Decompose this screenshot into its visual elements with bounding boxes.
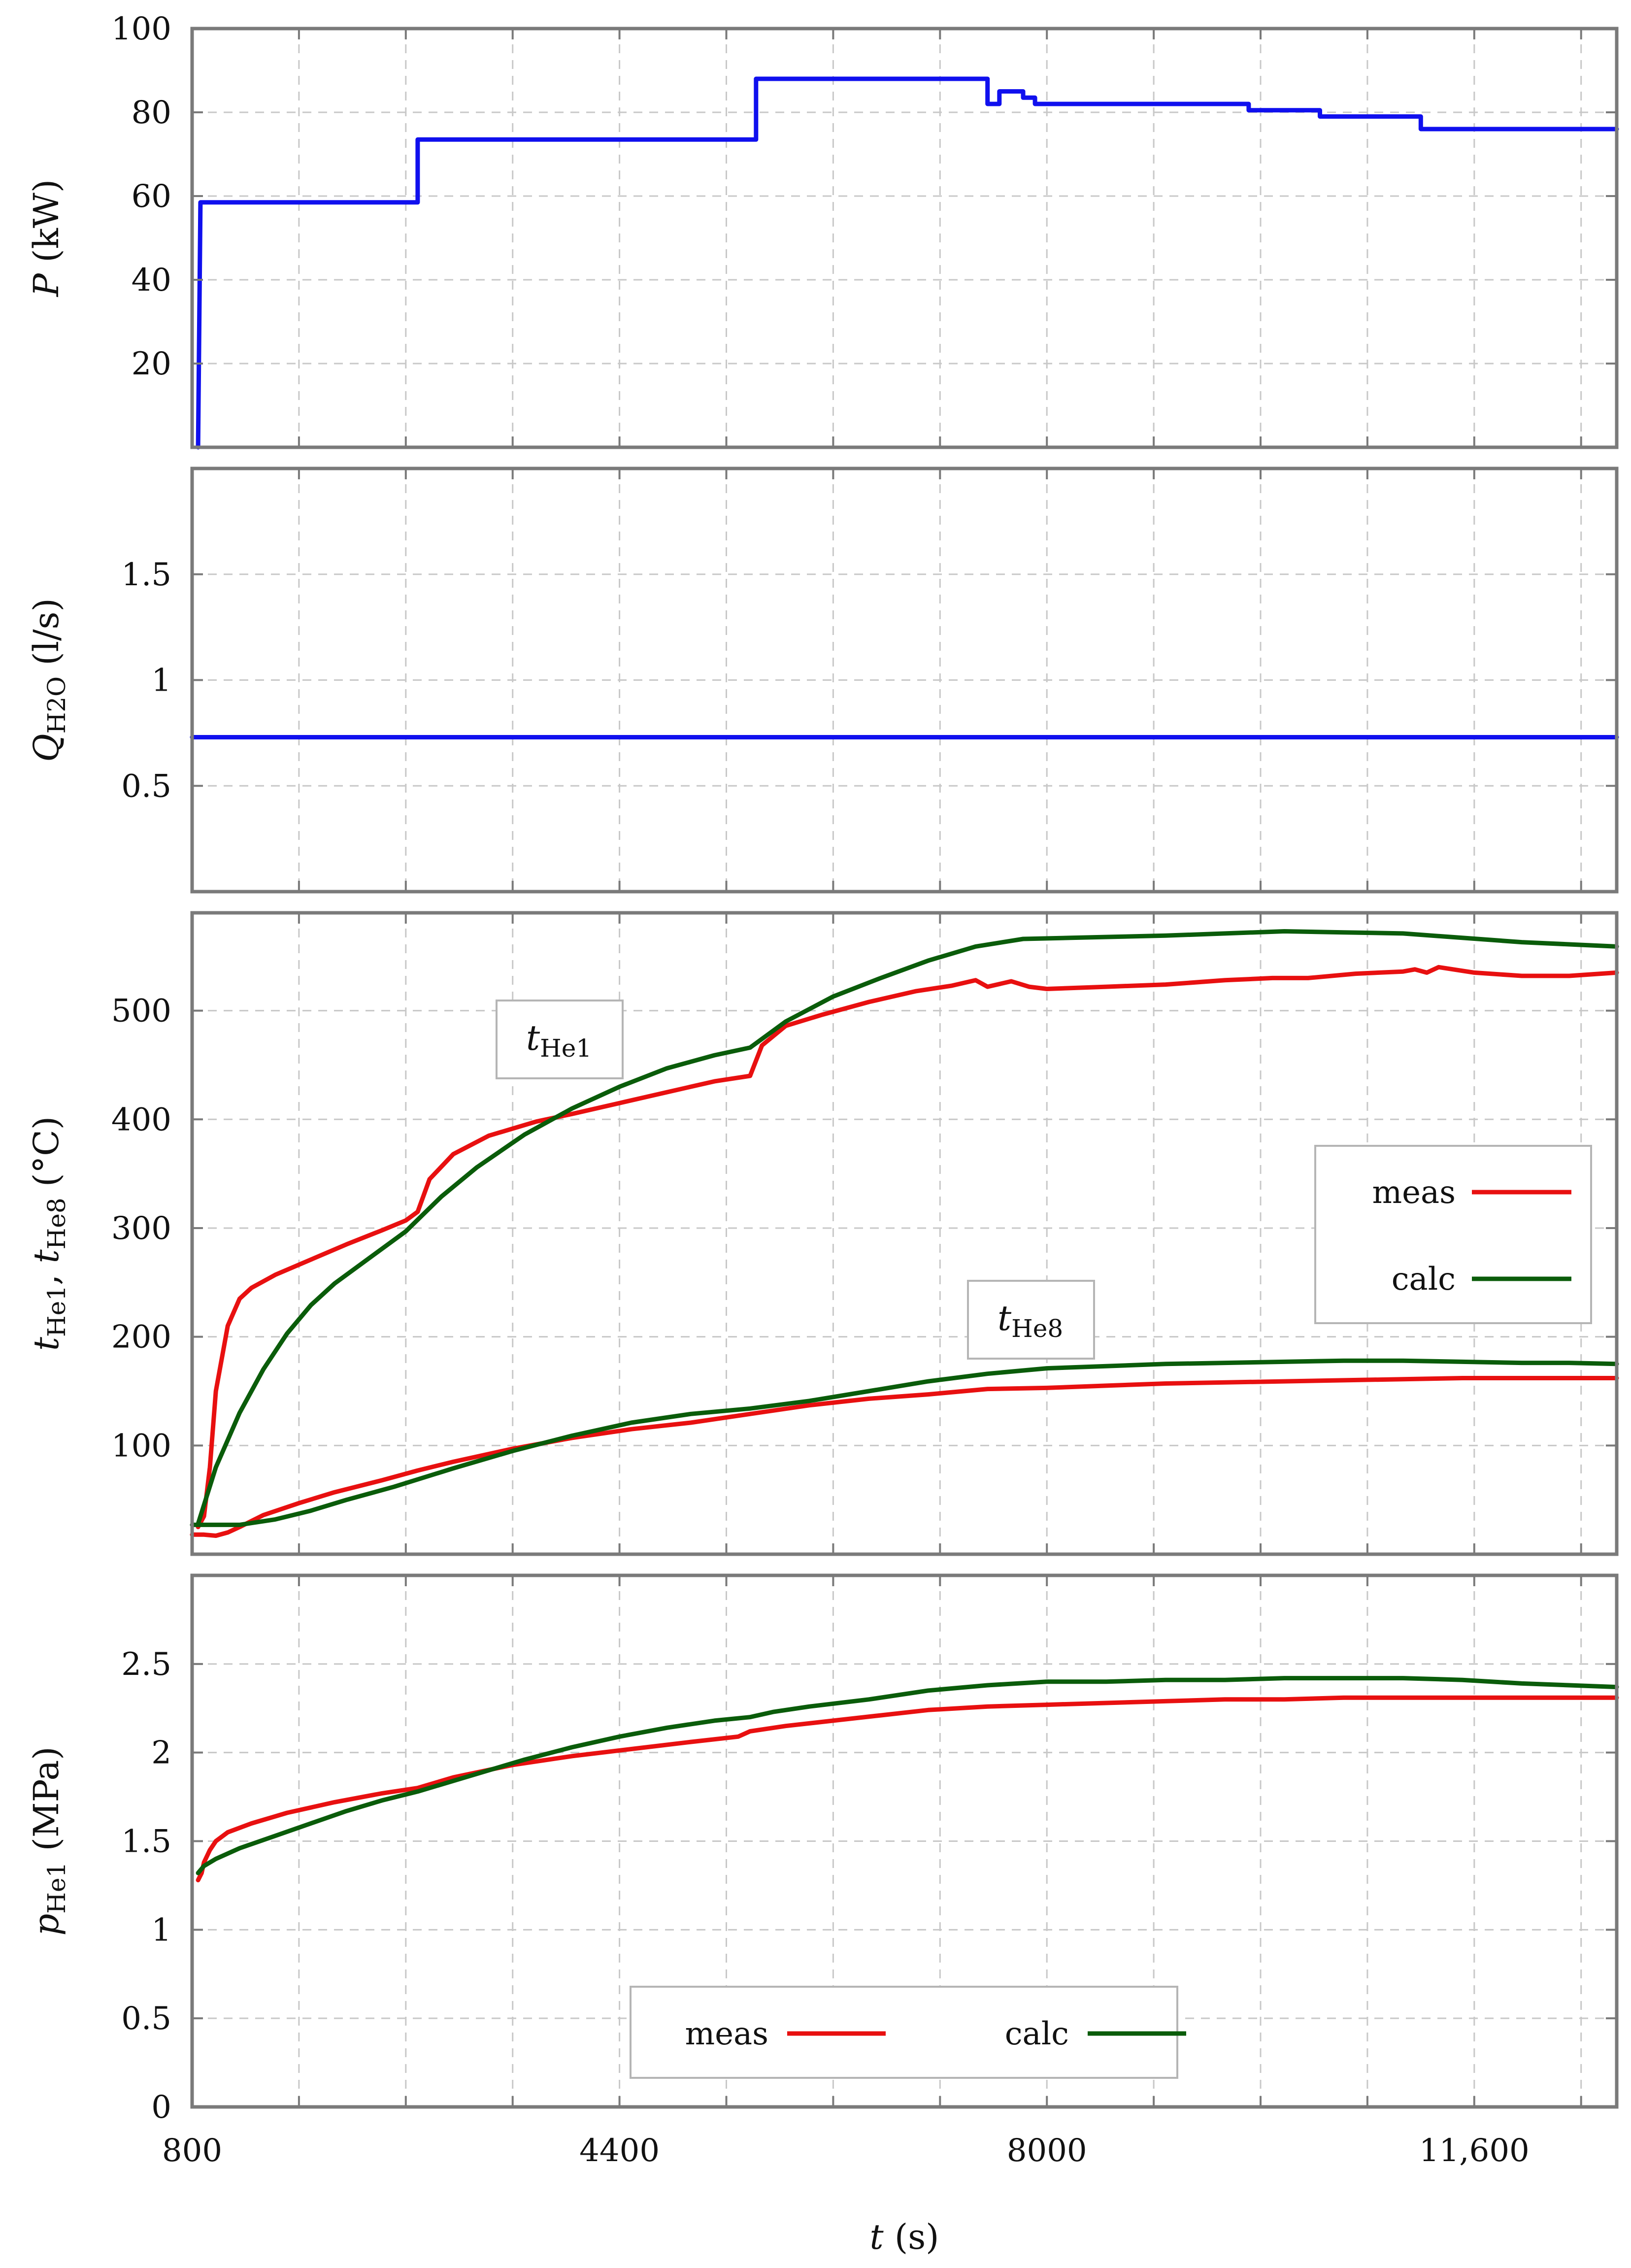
x-axis-label-var: t bbox=[870, 2217, 884, 2257]
series-the1-meas bbox=[196, 965, 1619, 1530]
series-phe1-calc bbox=[196, 1676, 1619, 1875]
x-tick-label: 4400 bbox=[579, 2133, 660, 2169]
legend-box bbox=[1314, 1145, 1592, 1324]
y-axis-label-var: t bbox=[26, 1336, 67, 1351]
x-tick-label: 11,600 bbox=[1419, 2133, 1530, 2169]
x-axis-label: t (s) bbox=[870, 2217, 939, 2257]
y-axis-label-var: t bbox=[26, 1249, 67, 1263]
annotation-box bbox=[496, 1000, 624, 1079]
y-tick-label: 20 bbox=[132, 346, 171, 382]
annotation-var: t bbox=[526, 1018, 540, 1058]
y-axis-label-unit: (°C) bbox=[26, 1116, 67, 1198]
x-tick-label: 8000 bbox=[1007, 2133, 1087, 2169]
y-tick-label: 2.5 bbox=[121, 1646, 171, 1683]
legend-label: meas bbox=[685, 2016, 768, 2052]
annotation-label: tHe1 bbox=[526, 1018, 592, 1063]
y-tick-label: 1 bbox=[151, 663, 171, 699]
series-p bbox=[196, 76, 1619, 450]
x-tick-label: 800 bbox=[162, 2133, 222, 2169]
y-axis-label-sub: H2O bbox=[42, 676, 71, 734]
y-tick-label: 100 bbox=[111, 11, 171, 47]
y-axis-label-sub: He1 bbox=[42, 1285, 71, 1337]
y-axis-label-sub: He8 bbox=[42, 1198, 71, 1249]
y-tick-label: 40 bbox=[132, 262, 171, 299]
panel-frame bbox=[190, 27, 1619, 449]
series-the8-calc bbox=[190, 1358, 1619, 1527]
y-tick-label: 0.5 bbox=[121, 768, 171, 804]
y-tick-label: 400 bbox=[111, 1101, 171, 1138]
y-tick-label: 500 bbox=[111, 993, 171, 1030]
annotation-sub: He1 bbox=[540, 1034, 592, 1063]
annotation-box bbox=[967, 1280, 1095, 1360]
annotation-sub: He8 bbox=[1011, 1314, 1063, 1343]
y-axis-label-sep: , bbox=[26, 1263, 67, 1285]
legend-label: meas bbox=[1372, 1174, 1456, 1211]
y-tick-label: 80 bbox=[132, 95, 171, 131]
annotation-var: t bbox=[998, 1298, 1012, 1338]
y-tick-label: 1.5 bbox=[121, 1824, 171, 1860]
y-tick-label: 200 bbox=[111, 1319, 171, 1356]
y-axis-label-unit: (MPa) bbox=[26, 1746, 67, 1862]
y-axis-label-sub: He1 bbox=[42, 1862, 71, 1914]
y-tick-label: 1.5 bbox=[121, 557, 171, 593]
series-the1-calc bbox=[196, 929, 1619, 1526]
y-tick-label: 1 bbox=[151, 1912, 171, 1948]
y-tick-label: 300 bbox=[111, 1210, 171, 1247]
y-axis-label: pHe1 (MPa) bbox=[26, 1746, 71, 1935]
annotation-label: tHe8 bbox=[998, 1298, 1063, 1343]
series-phe1-meas bbox=[196, 1695, 1619, 1883]
y-axis-label-var: P bbox=[26, 272, 67, 298]
legend-box bbox=[630, 1986, 1178, 2079]
legend-label: calc bbox=[1005, 2016, 1069, 2052]
y-axis-label: tHe1, tHe8 (°C) bbox=[26, 1116, 71, 1351]
y-tick-label: 100 bbox=[111, 1428, 171, 1464]
y-tick-label: 0 bbox=[151, 2089, 171, 2126]
x-axis-label-unit: (s) bbox=[884, 2217, 939, 2257]
legend-label: calc bbox=[1392, 1261, 1456, 1298]
y-tick-label: 2 bbox=[151, 1735, 171, 1771]
y-axis-label-unit: (kW) bbox=[26, 179, 67, 273]
y-axis-label-var: p bbox=[26, 1914, 67, 1936]
y-axis-label-unit: (l/s) bbox=[26, 598, 67, 676]
y-axis-label: P (kW) bbox=[26, 179, 67, 298]
series-the8-meas bbox=[190, 1376, 1619, 1538]
y-tick-label: 0.5 bbox=[121, 2001, 171, 2037]
y-axis-label-var: Q bbox=[26, 734, 67, 762]
y-tick-label: 60 bbox=[132, 178, 171, 215]
panel-frame bbox=[190, 911, 1619, 1556]
y-axis-label: QH2O (l/s) bbox=[26, 598, 71, 762]
